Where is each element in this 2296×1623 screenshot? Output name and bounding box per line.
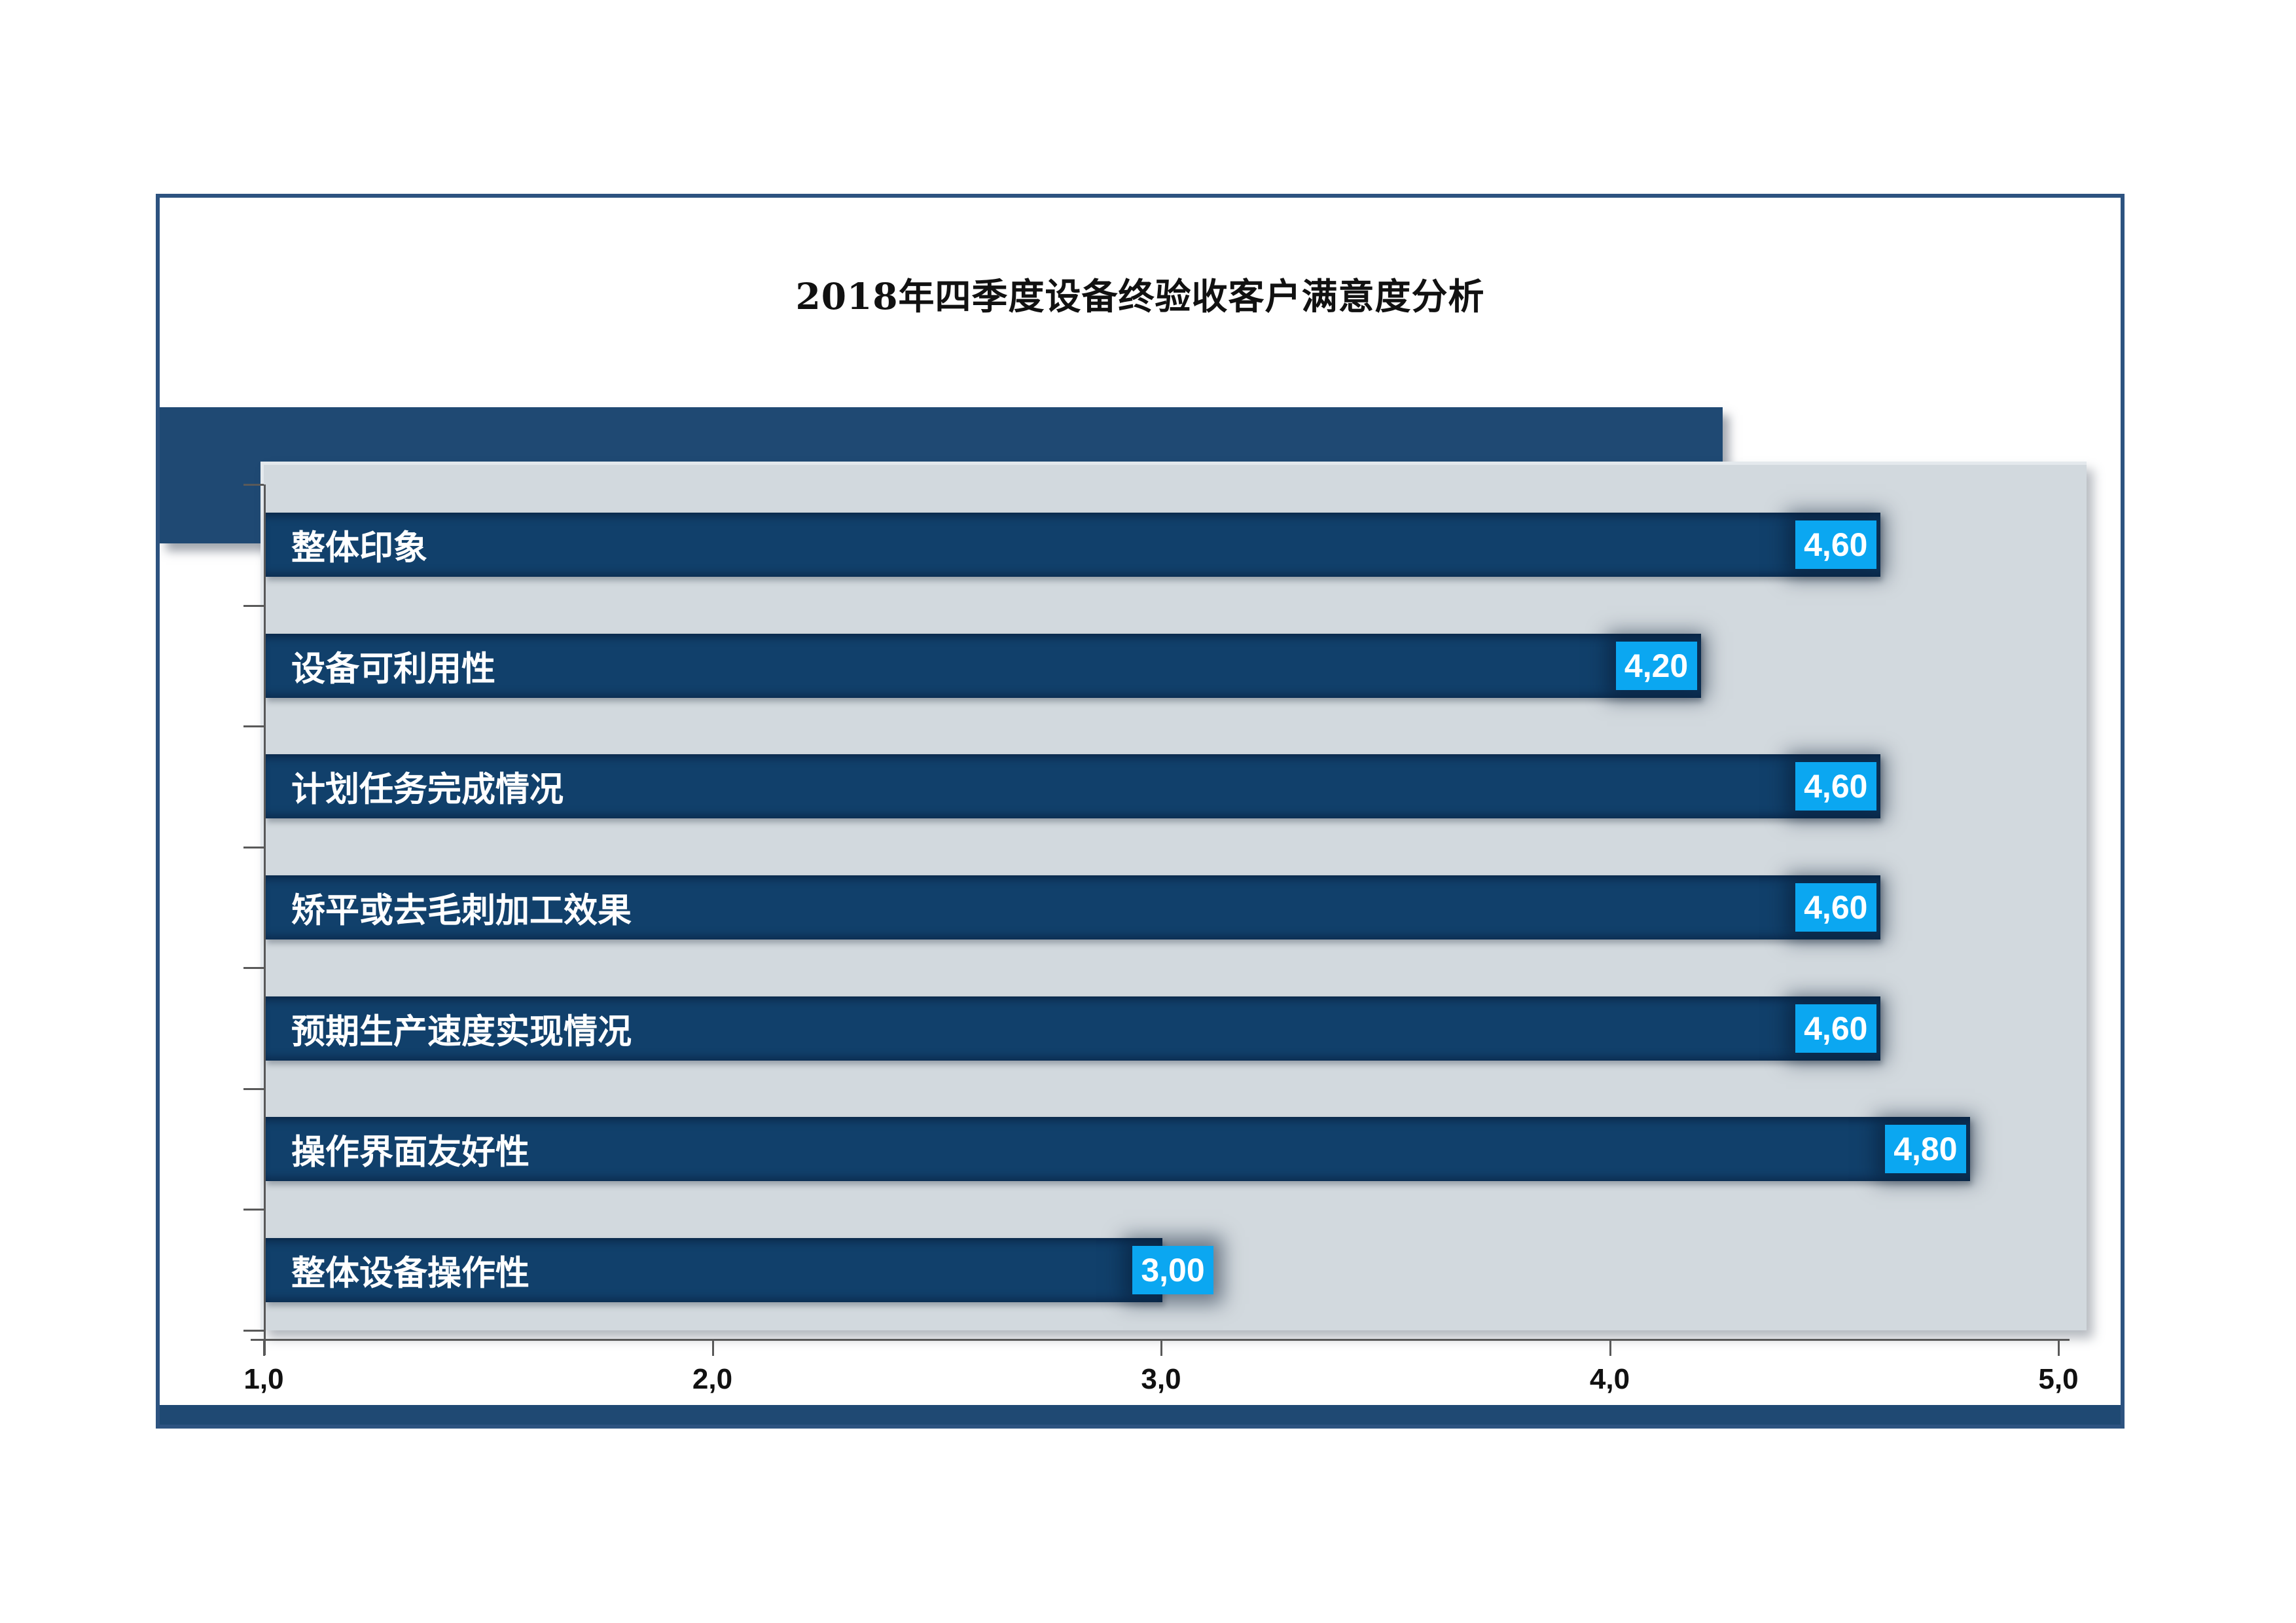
x-axis-tick	[2058, 1339, 2060, 1356]
bar-category-label: 计划任务完成情况	[291, 770, 564, 810]
x-axis-tick-label: 5,0	[2038, 1363, 2079, 1395]
x-axis-tick-label: 4,0	[1589, 1363, 1630, 1395]
bar-value-chip: 4,60	[1795, 1004, 1876, 1053]
x-axis-line	[251, 1339, 2070, 1341]
x-axis-tick-label: 2,0	[692, 1363, 733, 1395]
bar: 整体印象 4,60	[265, 513, 1880, 577]
x-axis-tick	[1160, 1339, 1162, 1356]
bar-category-label: 操作界面友好性	[291, 1133, 530, 1173]
y-axis-tick	[243, 604, 264, 607]
bar: 矫平或去毛刺加工效果 4,60	[265, 875, 1880, 939]
bar: 操作界面友好性 4,80	[265, 1117, 1970, 1182]
bar-category-label: 整体印象	[291, 528, 428, 568]
bar: 计划任务完成情况 4,60	[265, 754, 1880, 819]
bar: 设备可利用性 4,20	[265, 633, 1701, 698]
bottom-strip	[160, 1405, 2121, 1425]
bar-value-chip: 4,60	[1795, 520, 1876, 570]
bar-category-label: 矫平或去毛刺加工效果	[291, 891, 632, 931]
y-axis-tick	[243, 1209, 264, 1211]
y-axis-tick	[243, 1087, 264, 1090]
bar-value-chip: 3,00	[1132, 1245, 1213, 1294]
x-axis-tick	[263, 1339, 265, 1356]
y-axis-tick	[243, 725, 264, 728]
x-axis-tick	[711, 1339, 714, 1356]
y-axis-line	[264, 484, 266, 1355]
bar-category-label: 预期生产速度实现情况	[291, 1012, 632, 1052]
y-axis-tick	[243, 846, 264, 848]
bar-value-chip: 4,20	[1615, 641, 1697, 690]
bar-value-chip: 4,80	[1884, 1125, 1966, 1174]
x-axis-tick	[1609, 1339, 1611, 1356]
bar-category-label: 整体设备操作性	[291, 1254, 530, 1294]
y-axis-tick	[243, 484, 264, 486]
chart-title: 2018年四季度设备终验收客户满意度分析	[795, 275, 1485, 318]
x-axis-tick-label: 1,0	[243, 1363, 284, 1395]
bar-value-chip: 4,60	[1795, 883, 1876, 932]
bar: 预期生产速度实现情况 4,60	[265, 996, 1880, 1061]
bar-value-chip: 4,60	[1795, 762, 1876, 811]
x-axis-tick-label: 3,0	[1141, 1363, 1181, 1395]
bar: 整体设备操作性 3,00	[265, 1237, 1213, 1302]
y-axis-tick	[243, 1330, 264, 1332]
y-axis-tick	[243, 967, 264, 970]
bar-category-label: 设备可利用性	[291, 649, 496, 689]
